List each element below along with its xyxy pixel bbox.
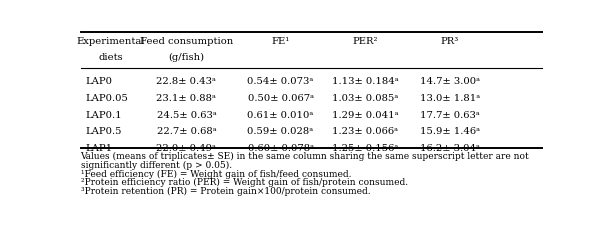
Text: 1.25± 0.156ᵃ: 1.25± 0.156ᵃ [332,143,398,152]
Text: FE¹: FE¹ [271,37,290,46]
Text: diets: diets [99,53,123,62]
Text: 0.61± 0.010ᵃ: 0.61± 0.010ᵃ [248,110,314,119]
Text: Values (means of triplicates± SE) in the same column sharing the same superscrip: Values (means of triplicates± SE) in the… [81,151,529,161]
Text: significantly different (p > 0.05).: significantly different (p > 0.05). [81,161,232,170]
Text: ¹Feed efficiency (FE) = Weight gain of fish/feed consumed.: ¹Feed efficiency (FE) = Weight gain of f… [81,169,351,178]
Text: 24.5± 0.63ᵃ: 24.5± 0.63ᵃ [157,110,216,119]
Text: 1.03± 0.085ᵃ: 1.03± 0.085ᵃ [332,94,398,103]
Text: Experimental: Experimental [77,37,146,46]
Text: 0.59± 0.028ᵃ: 0.59± 0.028ᵃ [248,126,314,135]
Text: 1.13± 0.184ᵃ: 1.13± 0.184ᵃ [332,77,399,86]
Text: 17.7± 0.63ᵃ: 17.7± 0.63ᵃ [420,110,480,119]
Text: 1.23± 0.066ᵃ: 1.23± 0.066ᵃ [332,126,398,135]
Text: PR³: PR³ [441,37,459,46]
Text: (g/fish): (g/fish) [168,53,205,62]
Text: LAP0.5: LAP0.5 [85,126,122,135]
Text: LAP0.1: LAP0.1 [85,110,122,119]
Text: 22.0± 0.49ᵃ: 22.0± 0.49ᵃ [157,143,216,152]
Text: 0.60± 0.078ᵃ: 0.60± 0.078ᵃ [248,143,313,152]
Text: LAP0: LAP0 [85,77,112,86]
Text: 22.7± 0.68ᵃ: 22.7± 0.68ᵃ [157,126,216,135]
Text: 16.2± 3.04ᵃ: 16.2± 3.04ᵃ [420,143,480,152]
Text: ³Protein retention (PR) = Protein gain×100/protein consumed.: ³Protein retention (PR) = Protein gain×1… [81,186,370,195]
Text: 0.54± 0.073ᵃ: 0.54± 0.073ᵃ [248,77,314,86]
Text: 22.8± 0.43ᵃ: 22.8± 0.43ᵃ [157,77,216,86]
Text: 13.0± 1.81ᵃ: 13.0± 1.81ᵃ [420,94,480,103]
Text: 0.50± 0.067ᵃ: 0.50± 0.067ᵃ [248,94,313,103]
Text: 23.1± 0.88ᵃ: 23.1± 0.88ᵃ [157,94,216,103]
Text: Feed consumption: Feed consumption [140,37,233,46]
Text: 1.29± 0.041ᵃ: 1.29± 0.041ᵃ [332,110,398,119]
Text: LAP1: LAP1 [85,143,112,152]
Text: LAP0.05: LAP0.05 [85,94,128,103]
Text: 14.7± 3.00ᵃ: 14.7± 3.00ᵃ [420,77,480,86]
Text: ²Protein efficiency ratio (PER) = Weight gain of fish/protein consumed.: ²Protein efficiency ratio (PER) = Weight… [81,178,408,187]
Text: 15.9± 1.46ᵃ: 15.9± 1.46ᵃ [420,126,480,135]
Text: PER²: PER² [353,37,378,46]
